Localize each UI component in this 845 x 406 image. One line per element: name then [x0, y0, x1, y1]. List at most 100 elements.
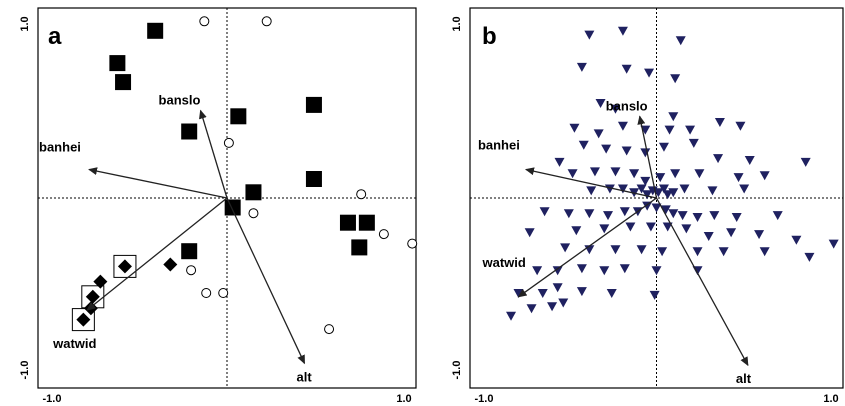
sample-point-triangle — [718, 247, 729, 257]
sample-point-triangle — [586, 186, 597, 196]
highlight-box — [71, 308, 95, 332]
sample-point-triangle — [675, 36, 686, 46]
sample-point-diamond — [85, 289, 100, 304]
sample-point-triangle — [576, 62, 587, 72]
sample-point-square — [147, 22, 164, 39]
sample-point-triangle — [726, 228, 737, 238]
sample-point-triangle — [668, 112, 679, 122]
sample-point-triangle — [759, 247, 770, 257]
sample-point-triangle — [636, 184, 647, 194]
sample-point-triangle — [733, 173, 744, 183]
sample-point-square — [358, 214, 375, 231]
sample-point-triangle — [619, 207, 630, 217]
sample-point-triangle — [759, 171, 770, 181]
sample-point-triangle — [640, 125, 651, 135]
sample-point-triangle — [754, 230, 765, 240]
sample-point-square — [305, 171, 322, 187]
sample-point-circle — [199, 16, 210, 27]
sample-point-triangle — [642, 201, 653, 211]
sample-point-triangle — [552, 266, 563, 276]
sample-point-circle — [407, 238, 418, 249]
sample-point-triangle — [537, 289, 548, 298]
sample-point-triangle — [668, 209, 679, 219]
sample-point-square — [230, 108, 247, 125]
sample-point-square — [339, 214, 356, 231]
sample-point-triangle — [606, 289, 617, 298]
sample-point-triangle — [703, 232, 714, 241]
vector-label-watwid: watwid — [52, 336, 96, 351]
sample-point-triangle — [677, 211, 688, 221]
sample-point-triangle — [571, 226, 582, 236]
sample-point-triangle — [576, 264, 587, 274]
sample-point-triangle — [563, 209, 574, 219]
sample-point-triangle — [713, 154, 724, 164]
sample-point-triangle — [670, 74, 681, 84]
sample-point-triangle — [506, 311, 517, 321]
sample-point-square — [181, 123, 198, 140]
vector-label-banhei: banhei — [39, 140, 81, 155]
sample-point-triangle — [655, 173, 666, 183]
sample-point-circle — [201, 288, 212, 298]
sample-point-triangle — [599, 266, 610, 276]
sample-point-square — [115, 74, 132, 91]
sample-point-triangle — [552, 283, 563, 293]
highlight-box — [113, 254, 137, 278]
y-tick-label-max: 1.0 — [19, 16, 31, 31]
sample-point-circle — [378, 229, 389, 240]
sample-point-triangle — [707, 186, 718, 196]
vector-arrow-watwid — [517, 197, 657, 298]
sample-point-triangle — [662, 222, 673, 232]
sample-point-triangle — [629, 169, 640, 179]
sample-point-triangle — [828, 239, 839, 249]
sample-point-triangle — [617, 184, 628, 194]
panel-letter: a — [48, 23, 62, 50]
sample-point-square — [245, 184, 262, 201]
sample-point-triangle — [560, 243, 571, 253]
x-tick-label-max: 1.0 — [823, 393, 838, 405]
sample-point-triangle — [791, 235, 802, 245]
sample-point-triangle — [644, 68, 655, 78]
sample-point-triangle — [658, 142, 669, 152]
vector-label-banhei: banhei — [478, 138, 520, 153]
vector-label-banslo: banslo — [606, 98, 648, 113]
sample-point-triangle — [610, 167, 621, 177]
sample-point-triangle — [621, 146, 632, 156]
sample-point-triangle — [601, 144, 612, 154]
vector-arrow-banslo — [199, 109, 228, 199]
sample-point-triangle — [593, 129, 604, 139]
sample-point-triangle — [688, 138, 699, 148]
sample-point-triangle — [640, 176, 651, 186]
sample-point-triangle — [651, 266, 662, 276]
sample-point-triangle — [578, 140, 589, 150]
vector-arrow-watwid — [86, 197, 228, 311]
sample-point-circle — [356, 189, 367, 200]
sample-point-triangle — [662, 190, 673, 200]
sample-point-triangle — [804, 252, 815, 262]
sample-point-triangle — [668, 188, 679, 198]
sample-point-circle — [186, 265, 197, 276]
vector-label-banslo: banslo — [159, 93, 201, 108]
sample-point-triangle — [714, 118, 725, 127]
sample-point-triangle — [772, 211, 783, 221]
sample-point-circle — [223, 137, 234, 148]
sample-point-triangle — [692, 247, 703, 257]
sample-point-triangle — [731, 213, 742, 222]
sample-point-triangle — [567, 169, 578, 179]
sample-point-triangle — [651, 203, 662, 213]
panel-letter: b — [482, 23, 497, 50]
panel-a: banslo banhei watwid alt a -1.0 1.0 1.0 -1.0 — [19, 7, 418, 405]
x-tick-label-min: -1.0 — [43, 393, 62, 405]
sample-point-triangle — [526, 304, 537, 314]
sample-point-square — [305, 96, 322, 113]
sample-point-triangle — [739, 184, 750, 194]
sample-point-triangle — [610, 104, 621, 114]
sample-point-triangle — [569, 123, 580, 133]
sample-point-triangle — [584, 30, 595, 40]
sample-point-diamond — [76, 312, 91, 327]
sample-point-triangle — [658, 184, 669, 194]
sample-point-triangle — [709, 211, 720, 221]
sample-point-triangle — [558, 298, 569, 308]
sample-point-triangle — [744, 156, 755, 165]
sample-point-triangle — [636, 245, 647, 255]
